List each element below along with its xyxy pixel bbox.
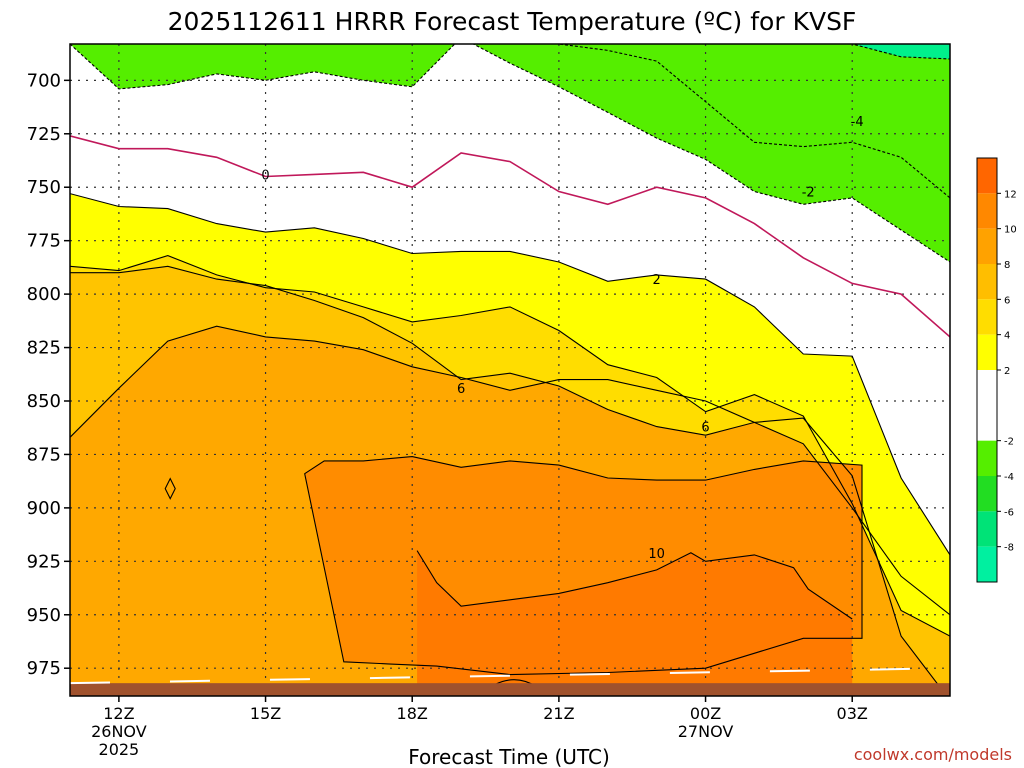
x-tick-label: 00Z: [690, 704, 721, 723]
y-tick-label: 700: [27, 70, 61, 91]
x-tick-label: 03Z: [837, 704, 868, 723]
legend-swatch: [977, 476, 997, 512]
y-tick-label: 825: [27, 338, 61, 359]
credit-link[interactable]: coolwx.com/models: [854, 745, 1012, 764]
color-legend: 12 10 8 6 4 2 -2 -4 -6 -8: [976, 157, 1017, 583]
y-tick-label: 925: [27, 551, 61, 572]
isotherm-10: [304, 456, 863, 676]
isotherm-2: [70, 193, 950, 556]
x-axis-label: Forecast Time (UTC): [408, 745, 610, 768]
legend-label: -2: [1004, 437, 1014, 448]
legend-swatch: [977, 440, 997, 476]
chart-title: 2025112611 HRRR Forecast Temperature (ºC…: [168, 7, 857, 36]
isotherm-6: [70, 265, 950, 616]
y-tick-label: 775: [27, 231, 61, 252]
legend-swatch: [977, 299, 997, 335]
legend-swatch: [977, 193, 997, 229]
isotherm-8: [70, 325, 948, 696]
legend-swatch: [977, 158, 997, 194]
legend-label: -8: [1004, 543, 1014, 554]
y-axis-ticks: 700 725 750 775 800 825 850 875 900 925 950 975: [27, 70, 70, 679]
contour-label: 10: [648, 547, 665, 562]
ground-surface: [70, 667, 950, 696]
contour-label: -2: [802, 186, 815, 201]
legend-swatch: [977, 511, 997, 547]
y-tick-label: 950: [27, 605, 61, 626]
fill-above-12: [417, 550, 853, 696]
isotherm-closed-small: [164, 477, 176, 500]
legend-label: -4: [1004, 472, 1014, 483]
y-tick-label: 800: [27, 284, 61, 305]
legend-swatch: [977, 334, 997, 370]
plot-frame: [69, 43, 951, 697]
legend-label: 4: [1004, 331, 1010, 342]
x-tick-date: 27NOV: [678, 722, 734, 741]
y-tick-label: 975: [27, 658, 61, 679]
legend-label: 8: [1004, 260, 1010, 271]
isotherm-12: [416, 550, 853, 620]
ground-fill: [70, 683, 950, 696]
x-tick-label: 21Z: [543, 704, 574, 723]
isotherm-0: [70, 135, 950, 338]
y-tick-label: 725: [27, 124, 61, 145]
contour-label: 6: [457, 382, 465, 397]
x-tick-year: 2025: [99, 740, 140, 759]
legend-swatch: [977, 405, 997, 441]
legend-swatch: [977, 546, 997, 582]
legend-label: 6: [1004, 295, 1010, 306]
contour-label: 6: [701, 421, 709, 436]
isotherm-minus2: [70, 44, 950, 263]
legend-label: 10: [1004, 225, 1017, 236]
legend-label: 2: [1004, 366, 1010, 377]
contour-label: 0: [261, 168, 269, 183]
y-tick-label: 750: [27, 177, 61, 198]
y-tick-label: 850: [27, 391, 61, 412]
temperature-fills: [70, 44, 950, 696]
x-tick-date: 26NOV: [91, 722, 147, 741]
x-tick-label: 15Z: [250, 704, 281, 723]
contour-label: -4: [851, 115, 864, 130]
y-tick-label: 875: [27, 444, 61, 465]
y-tick-label: 900: [27, 498, 61, 519]
legend-swatch: [977, 370, 997, 406]
legend-label: 12: [1004, 189, 1017, 200]
grid-lines: [70, 44, 950, 696]
fill-below-minus2: [70, 44, 950, 262]
plot-area: [70, 44, 950, 696]
legend-swatch: [977, 264, 997, 300]
legend-label: -6: [1004, 507, 1014, 518]
ground-edge: [70, 667, 950, 685]
x-tick-label: 12Z: [103, 704, 134, 723]
x-tick-label: 18Z: [397, 704, 428, 723]
isotherm-4: [70, 255, 950, 637]
contour-label: 2: [653, 273, 661, 288]
fill-below-minus6: [70, 44, 950, 59]
legend-swatch: [977, 228, 997, 264]
contour-labels: 0 2 -2 -4 6 6 10: [261, 115, 864, 562]
